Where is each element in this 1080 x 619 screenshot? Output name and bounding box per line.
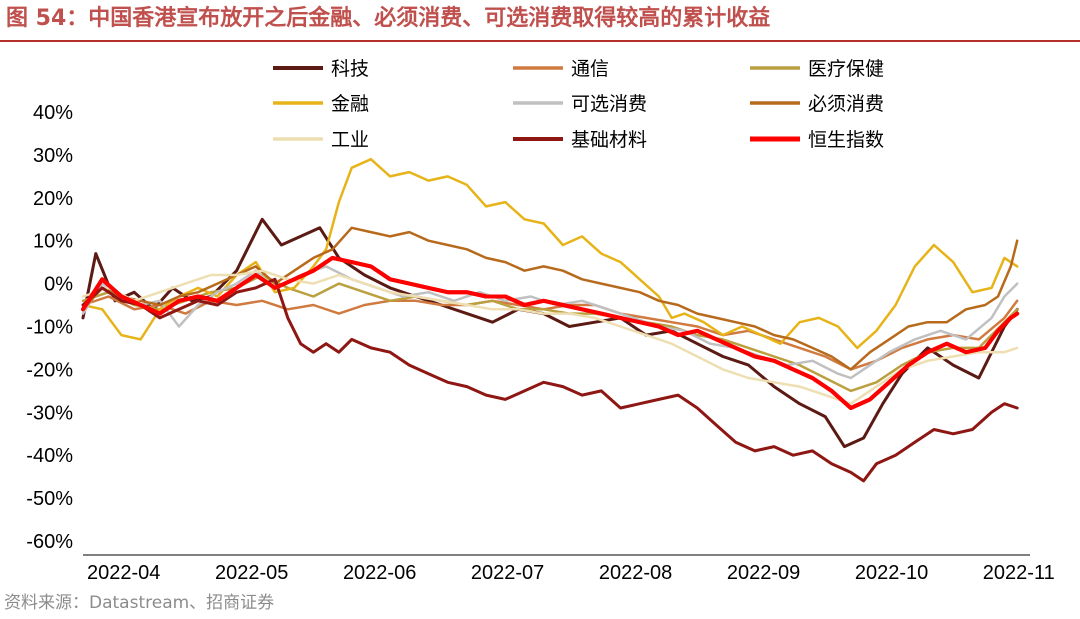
legend-label: 通信 xyxy=(571,58,609,80)
legend-label: 恒生指数 xyxy=(808,129,884,151)
y-tick-label: 20% xyxy=(33,188,73,210)
series-line-工业 xyxy=(81,269,1019,405)
legend-label: 医疗保健 xyxy=(808,58,884,80)
x-tick-label: 2022-05 xyxy=(215,562,288,584)
x-tick-label: 2022-06 xyxy=(343,562,416,584)
series-layer xyxy=(81,157,1020,483)
x-tick-label: 2022-11 xyxy=(983,562,1055,584)
title-divider xyxy=(0,40,1080,42)
series-line-医疗保健 xyxy=(81,273,1019,393)
y-tick-label: -40% xyxy=(26,445,73,467)
y-tick-label: 30% xyxy=(33,145,73,167)
y-tick-label: 10% xyxy=(33,231,73,253)
figure-title: 图 54：中国香港宣布放开之后金融、必须消费、可选消费取得较高的累计收益 xyxy=(6,6,771,31)
series-line-highlight xyxy=(81,255,1019,410)
legend-label: 可选消费 xyxy=(571,93,647,115)
legend-label: 金融 xyxy=(331,93,369,115)
x-tick-label: 2022-09 xyxy=(727,562,800,584)
series-line-必须消费 xyxy=(81,226,1019,371)
legend-label: 基础材料 xyxy=(571,129,647,151)
figure-source: 资料来源：Datastream、招商证券 xyxy=(4,593,275,613)
y-tick-label: -20% xyxy=(26,359,73,381)
series-line-科技 xyxy=(81,217,1019,449)
y-tick-label: -10% xyxy=(26,317,73,339)
y-tick-label: -30% xyxy=(26,402,73,424)
series-line-金融 xyxy=(81,157,1019,350)
series-line-基础材料 xyxy=(81,277,1019,483)
line-chart: 40% 30% 20% 10% 0% -10% -20% -30% -40% -50% -60% 20… xyxy=(26,58,1054,584)
axes-layer: 40% 30% 20% 10% 0% -10% -20% -30% -40% -50% -60% 20… xyxy=(26,102,1054,584)
x-tick-label: 2022-08 xyxy=(599,562,672,584)
x-tick-label: 2022-07 xyxy=(471,562,544,584)
x-tick-label: 2022-04 xyxy=(87,562,160,584)
legend-label: 工业 xyxy=(331,129,369,151)
y-tick-label: 40% xyxy=(33,102,73,124)
series-line-通信 xyxy=(81,295,1019,371)
y-tick-label: 0% xyxy=(44,274,73,296)
y-tick-label: -50% xyxy=(26,488,73,510)
x-tick-label: 2022-10 xyxy=(855,562,928,584)
legend-label: 必须消费 xyxy=(808,93,884,115)
y-tick-label: -60% xyxy=(26,531,73,553)
legend-label: 科技 xyxy=(331,58,369,80)
